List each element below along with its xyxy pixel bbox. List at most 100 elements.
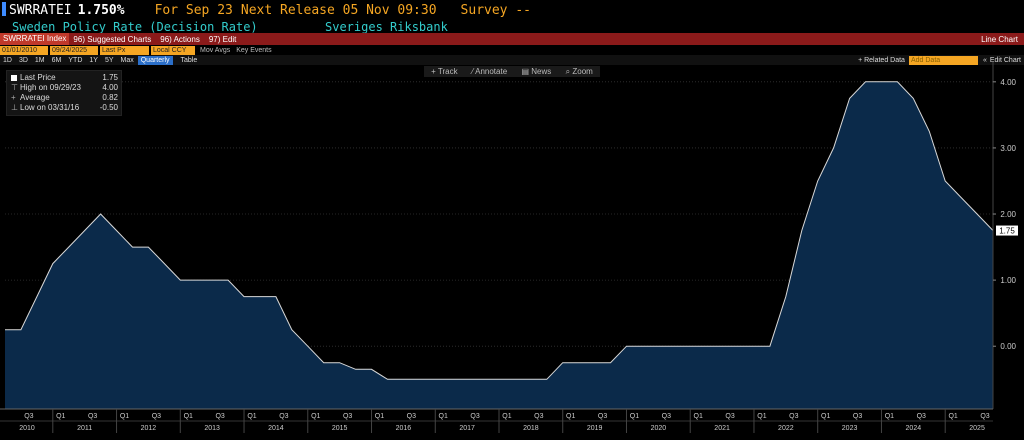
legend-box: Last Price 1.75 ⊤ High on 09/29/23 4.00 + Av… xyxy=(6,70,122,116)
y-tick-label: 4.00 xyxy=(1000,78,1016,87)
table-button[interactable]: Table xyxy=(180,56,198,64)
related-data-button[interactable]: + Related Data xyxy=(858,56,905,64)
x-quarter-label: Q3 xyxy=(407,413,416,420)
period-1d[interactable]: 1D xyxy=(3,56,12,64)
last-value-marker: 1.75 xyxy=(996,225,1018,236)
x-quarter-label: Q1 xyxy=(311,413,320,420)
period-ytd[interactable]: YTD xyxy=(68,56,83,64)
x-quarter-label: Q1 xyxy=(439,413,448,420)
x-quarter-label: Q3 xyxy=(980,413,989,420)
last-value-label: 1.75 xyxy=(999,227,1015,236)
rate-line xyxy=(5,81,994,380)
x-quarter-label: Q3 xyxy=(152,413,161,420)
x-year-label: 2017 xyxy=(459,425,475,432)
source-name: Sveriges Riksbank xyxy=(325,20,448,34)
rate-chart[interactable]: 4.00 3.00 2.00 1.00 0.00 Q3 2010 Q1 Q3 2011 Q1 Q3 2… xyxy=(0,62,1024,440)
last-rate: 1.750% xyxy=(77,2,125,18)
x-quarter-label: Q1 xyxy=(885,413,894,420)
chart-toolbar: + Track ⁄ Annotate ▤ News ⌕ Zoom xyxy=(424,66,600,77)
period-3d[interactable]: 3D xyxy=(18,56,28,64)
x-year-label: 2020 xyxy=(651,425,667,432)
x-quarter-label: Q3 xyxy=(534,413,543,420)
x-quarter-label: Q1 xyxy=(502,413,511,420)
currency-select[interactable]: Local CCY xyxy=(151,45,195,55)
x-quarter-label: Q3 xyxy=(725,413,734,420)
x-quarter-label: Q1 xyxy=(375,413,384,420)
x-year-label: 2015 xyxy=(332,425,348,432)
edit-menu[interactable]: 97) Edit xyxy=(208,34,237,44)
x-quarter-label: Q3 xyxy=(24,413,33,420)
x-year-label: 2018 xyxy=(523,425,539,432)
for-date: For Sep 23 xyxy=(154,2,233,18)
x-quarter-label: Q3 xyxy=(598,413,607,420)
low-marker-icon: ⊥ xyxy=(11,103,18,112)
x-quarter-label: Q1 xyxy=(630,413,639,420)
high-marker-icon: ⊤ xyxy=(11,83,18,92)
x-year-label: 2024 xyxy=(906,425,922,432)
suggested-charts-menu[interactable]: 96) Suggested Charts xyxy=(73,34,152,44)
x-year-label: 2010 xyxy=(19,425,35,432)
x-quarter-label: Q3 xyxy=(853,413,862,420)
period-6m[interactable]: 6M xyxy=(51,56,62,64)
news-button[interactable]: ▤ News xyxy=(521,67,552,76)
square-icon xyxy=(11,75,17,81)
x-quarter-label: Q1 xyxy=(694,413,703,420)
end-date-input[interactable]: 09/24/2025 xyxy=(50,45,98,55)
x-year-label: 2014 xyxy=(268,425,284,432)
x-quarter-label: Q1 xyxy=(566,413,575,420)
x-quarter-label: Q1 xyxy=(757,413,766,420)
survey: Survey -- xyxy=(460,2,531,18)
x-quarter-label: Q3 xyxy=(917,413,926,420)
ticker-symbol[interactable]: SWRRATEI xyxy=(2,2,72,18)
index-label[interactable]: SWRRATEI Index xyxy=(0,33,70,45)
period-5y[interactable]: 5Y xyxy=(104,56,114,64)
x-axis: Q3 2010 Q1 Q3 2011 Q1 Q3 2012 Q1 Q3 2013 Q1 Q3 2014 Q1… xyxy=(0,408,993,433)
period-1y[interactable]: 1Y xyxy=(89,56,98,64)
y-tick-label: 1.00 xyxy=(1000,276,1016,285)
actions-menu[interactable]: 96) Actions xyxy=(160,34,200,44)
frequency-select[interactable]: Quarterly xyxy=(137,55,173,65)
x-quarter-label: Q3 xyxy=(662,413,671,420)
header-bar: SWRRATEI 1.750% For Sep 23 Next Release … xyxy=(0,0,1024,20)
x-year-label: 2016 xyxy=(396,425,412,432)
start-date-input[interactable]: 01/01/2010 xyxy=(0,45,48,55)
average-marker-icon: + xyxy=(11,93,16,102)
x-year-label: 2011 xyxy=(77,425,92,432)
x-quarter-label: Q1 xyxy=(821,413,830,420)
add-data-input[interactable]: Add Data xyxy=(908,55,978,65)
x-quarter-label: Q3 xyxy=(470,413,479,420)
x-quarter-label: Q1 xyxy=(120,413,129,420)
series-title: Sweden Policy Rate (Decision Rate) xyxy=(12,20,258,34)
period-1m[interactable]: 1M xyxy=(34,56,45,64)
x-quarter-label: Q3 xyxy=(789,413,798,420)
legend-row: ⊤ High on 09/29/23 4.00 xyxy=(11,83,118,92)
x-quarter-label: Q3 xyxy=(88,413,97,420)
y-axis: 4.00 3.00 2.00 1.00 0.00 xyxy=(992,62,1017,409)
x-quarter-label: Q1 xyxy=(948,413,957,420)
y-tick-label: 2.00 xyxy=(1000,210,1016,219)
rate-area xyxy=(5,81,993,410)
x-year-label: 2013 xyxy=(204,425,220,432)
track-button[interactable]: + Track xyxy=(431,67,458,76)
field-select[interactable]: Last Px xyxy=(100,45,149,55)
period-max[interactable]: Max xyxy=(120,56,134,64)
legend-row: + Average 0.82 xyxy=(11,93,118,102)
x-quarter-label: Q3 xyxy=(215,413,224,420)
next-release: Next Release 05 Nov 09:30 xyxy=(240,2,437,18)
controls-row: 01/01/2010 09/24/2025 Last Px Local CCY … xyxy=(0,45,1024,55)
edit-chart-button[interactable]: Edit Chart xyxy=(989,56,1021,64)
annotate-button[interactable]: ⁄ Annotate xyxy=(471,67,508,76)
chevron-icon[interactable]: « xyxy=(982,56,987,64)
key-events-toggle[interactable]: Key Events xyxy=(236,46,272,54)
menu-bar: SWRRATEI Index 96) Suggested Charts 96) … xyxy=(0,33,1024,45)
x-year-label: 2025 xyxy=(969,425,985,432)
zoom-button[interactable]: ⌕ Zoom xyxy=(565,66,593,76)
legend-row: Last Price 1.75 xyxy=(10,73,118,83)
y-tick-label: 0.00 xyxy=(1000,342,1016,351)
x-year-label: 2023 xyxy=(842,425,858,432)
chart-type[interactable]: Line Chart xyxy=(981,34,1018,44)
x-year-label: 2012 xyxy=(141,425,157,432)
x-quarter-label: Q1 xyxy=(184,413,193,420)
x-year-label: 2021 xyxy=(714,425,730,432)
mov-avgs-toggle[interactable]: Mov Avgs xyxy=(200,46,231,54)
